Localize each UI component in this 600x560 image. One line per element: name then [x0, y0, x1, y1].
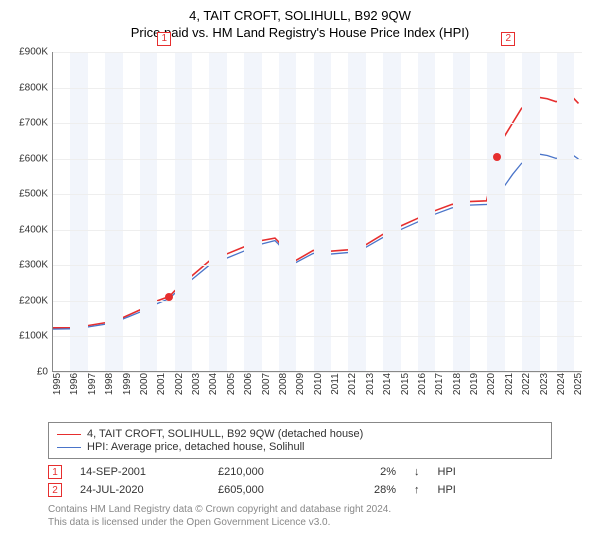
year-band	[383, 52, 400, 371]
x-axis-label: 2016	[417, 373, 428, 395]
x-axis-label: 2020	[486, 373, 497, 395]
x-axis-label: 2003	[191, 373, 202, 395]
year-band	[348, 52, 365, 371]
gridline	[53, 301, 582, 302]
sale-marker-box: 2	[501, 32, 515, 46]
x-axis-label: 2015	[400, 373, 411, 395]
y-axis-label: £400K	[10, 224, 48, 235]
chart-container: 12 £0 £100K £200K £300K £400K £500K £600K £700K…	[10, 48, 590, 418]
gridline	[53, 336, 582, 337]
x-axis-label: 2009	[295, 373, 306, 395]
x-axis-label: 1995	[52, 373, 63, 395]
sale-row-marker: 1	[48, 465, 62, 479]
sale-arrow-icon: ↑	[414, 484, 420, 496]
x-axis-label: 1998	[104, 373, 115, 395]
x-axis-label: 2010	[313, 373, 324, 395]
sale-vs-label: HPI	[438, 466, 456, 478]
sale-pct: 28%	[336, 484, 396, 496]
x-axis-label: 2017	[434, 373, 445, 395]
sale-pct: 2%	[336, 466, 396, 478]
legend-row: HPI: Average price, detached house, Soli…	[57, 441, 543, 453]
year-band	[244, 52, 261, 371]
y-axis-label: £700K	[10, 118, 48, 129]
year-band	[279, 52, 296, 371]
year-band	[418, 52, 435, 371]
sale-row-marker: 2	[48, 483, 62, 497]
x-axis-label: 2021	[504, 373, 515, 395]
x-axis-label: 2006	[243, 373, 254, 395]
sale-vs-label: HPI	[438, 484, 456, 496]
x-axis-label: 2018	[452, 373, 463, 395]
sale-marker-dot	[165, 293, 173, 301]
legend-row: 4, TAIT CROFT, SOLIHULL, B92 9QW (detach…	[57, 428, 543, 440]
y-axis-label: £200K	[10, 295, 48, 306]
sale-marker-box: 1	[157, 32, 171, 46]
legend-swatch	[57, 447, 81, 448]
x-axis-label: 2007	[261, 373, 272, 395]
year-band	[70, 52, 87, 371]
year-band	[175, 52, 192, 371]
x-axis-label: 2004	[208, 373, 219, 395]
y-axis-label: £100K	[10, 331, 48, 342]
x-axis-label: 2001	[156, 373, 167, 395]
sale-price: £605,000	[218, 484, 318, 496]
title-address: 4, TAIT CROFT, SOLIHULL, B92 9QW	[6, 8, 594, 23]
year-band	[522, 52, 539, 371]
legend-label: 4, TAIT CROFT, SOLIHULL, B92 9QW (detach…	[87, 428, 363, 440]
gridline	[53, 194, 582, 195]
legend-label: HPI: Average price, detached house, Soli…	[87, 441, 305, 453]
footer-line1: Contains HM Land Registry data © Crown c…	[48, 503, 552, 516]
x-axis-label: 2025	[573, 373, 584, 395]
gridline	[53, 230, 582, 231]
y-axis-label: £500K	[10, 189, 48, 200]
x-axis-label: 2014	[382, 373, 393, 395]
footer-line2: This data is licensed under the Open Gov…	[48, 516, 552, 529]
year-band	[487, 52, 504, 371]
sale-arrow-icon: ↓	[414, 466, 420, 478]
x-axis-label: 2022	[521, 373, 532, 395]
gridline	[53, 123, 582, 124]
x-axis-label: 2012	[347, 373, 358, 395]
sale-date: 24-JUL-2020	[80, 484, 200, 496]
y-axis-label: £900K	[10, 47, 48, 58]
footer-attribution: Contains HM Land Registry data © Crown c…	[48, 503, 552, 529]
legend-swatch	[57, 434, 81, 435]
year-band	[557, 52, 574, 371]
year-band	[140, 52, 157, 371]
x-axis-label: 2024	[556, 373, 567, 395]
year-band	[209, 52, 226, 371]
y-axis-label: £800K	[10, 82, 48, 93]
x-axis-label: 2000	[139, 373, 150, 395]
sale-date: 14-SEP-2001	[80, 466, 200, 478]
sale-price: £210,000	[218, 466, 318, 478]
y-axis-label: £600K	[10, 153, 48, 164]
x-axis-label: 2013	[365, 373, 376, 395]
year-band	[453, 52, 470, 371]
x-axis-label: 2019	[469, 373, 480, 395]
year-band	[314, 52, 331, 371]
x-axis-label: 1999	[122, 373, 133, 395]
x-axis-label: 2005	[226, 373, 237, 395]
x-axis-label: 1997	[87, 373, 98, 395]
gridline	[53, 159, 582, 160]
year-band	[105, 52, 122, 371]
plot-area: 12	[52, 52, 582, 372]
gridline	[53, 265, 582, 266]
gridline	[53, 88, 582, 89]
legend: 4, TAIT CROFT, SOLIHULL, B92 9QW (detach…	[48, 422, 552, 459]
x-axis-label: 2008	[278, 373, 289, 395]
sale-row: 2 24-JUL-2020 £605,000 28% ↑ HPI	[48, 483, 552, 497]
sale-marker-dot	[493, 153, 501, 161]
y-axis-label: £0	[10, 367, 48, 378]
x-axis-label: 2011	[330, 373, 341, 395]
x-axis-label: 2002	[174, 373, 185, 395]
gridline	[53, 52, 582, 53]
y-axis-label: £300K	[10, 260, 48, 271]
x-axis-label: 2023	[539, 373, 550, 395]
x-axis-label: 1996	[69, 373, 80, 395]
sale-row: 1 14-SEP-2001 £210,000 2% ↓ HPI	[48, 465, 552, 479]
